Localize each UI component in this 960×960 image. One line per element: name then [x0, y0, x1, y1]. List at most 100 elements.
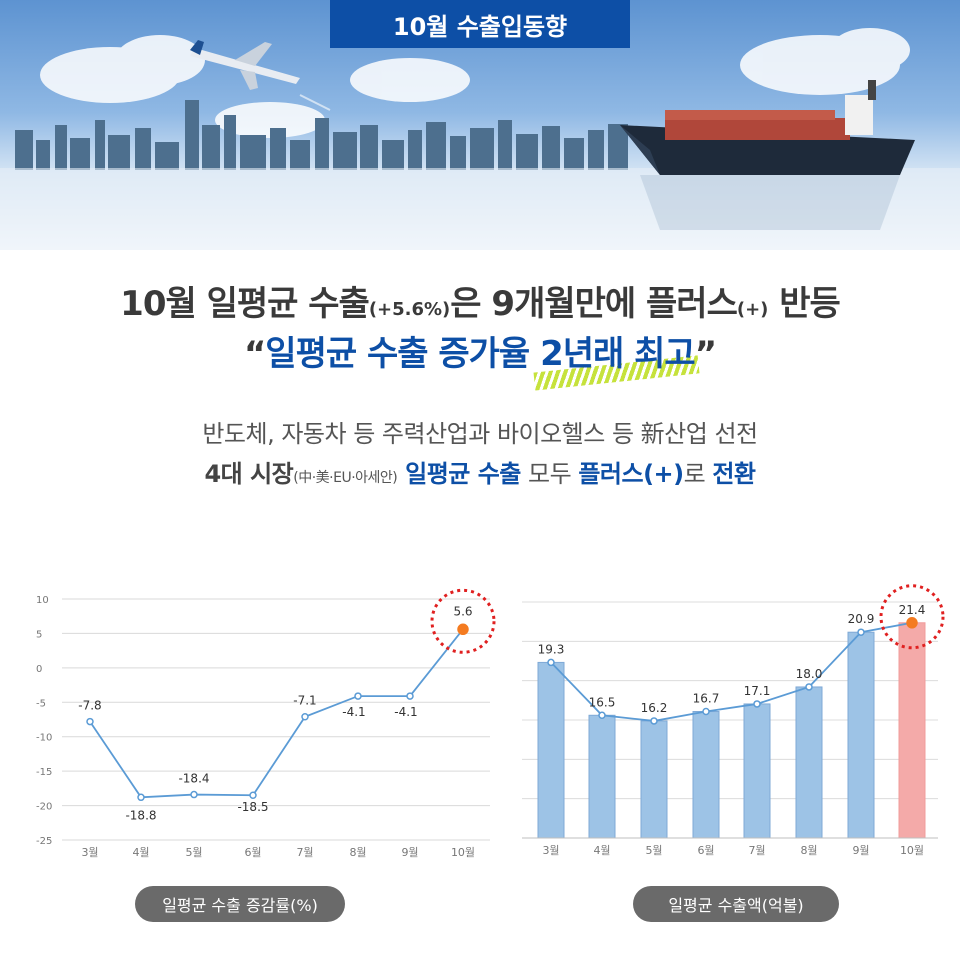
data-label: -4.1	[342, 705, 365, 719]
y-tick-label: -20	[36, 802, 52, 813]
headline-blue-text: 일평균 수출 증가율	[265, 334, 541, 374]
data-label: -7.8	[78, 699, 101, 713]
data-point	[753, 700, 761, 708]
data-point	[650, 717, 658, 725]
series-line	[89, 628, 464, 799]
bar	[795, 686, 823, 839]
growth-rate-chart-title: 일평균 수출 증감률(%)	[135, 886, 345, 922]
bar	[898, 622, 926, 839]
x-tick-label: 10월	[451, 846, 475, 859]
export-amount-chart-title: 일평균 수출액(억불)	[633, 886, 839, 922]
bar	[537, 661, 565, 839]
headline-text-e: 반등	[768, 284, 841, 324]
data-label: 5.6	[453, 604, 472, 618]
data-point	[805, 683, 813, 691]
airplane-icon	[190, 40, 331, 111]
x-tick-label: 3월	[542, 844, 559, 857]
bar	[743, 703, 771, 839]
y-tick-label: -15	[36, 767, 52, 778]
header-tab-title: 10월 수출입동향	[330, 0, 630, 48]
data-label: 18.0	[796, 667, 823, 681]
data-label: -18.4	[178, 772, 209, 786]
data-label: -7.1	[293, 694, 316, 708]
headline-line-2: “일평균 수출 증가율 2년래 최고”	[0, 332, 960, 376]
data-point	[547, 658, 555, 667]
data-label: 16.2	[641, 701, 668, 715]
x-tick-label: 6월	[697, 844, 714, 857]
headline-text-plus: (+)	[736, 299, 769, 320]
y-tick-label: 10	[36, 595, 49, 606]
x-tick-label: 9월	[852, 844, 869, 857]
subtitle: 반도체, 자동차 등 주력산업과 바이오헬스 등 新산업 선전 4대 시장(中·…	[0, 414, 960, 498]
data-label: -4.1	[394, 705, 417, 719]
data-label: 16.7	[693, 692, 720, 706]
headline-text-a: 10월 일평균 수출	[120, 284, 370, 324]
data-point	[598, 711, 606, 720]
x-tick-label: 7월	[296, 846, 313, 859]
subtitle-daily-export: 일평균 수출	[397, 460, 521, 488]
data-point	[354, 692, 362, 700]
headline-text-pct: (+5.6%)	[368, 299, 451, 320]
highlight-circle	[430, 588, 496, 654]
data-point	[702, 707, 710, 716]
data-label: 21.4	[899, 603, 926, 617]
growth-rate-line-chart: 10 5 0 -5 -10 -15 -20 -25 3월 4월 5월 6월 7월 8월 9월 10월 -7.8 -…	[0, 580, 500, 870]
x-tick-label: 7월	[748, 844, 765, 857]
x-tick-label: 8월	[800, 844, 817, 857]
subtitle-line-2: 4대 시장(中·美·EU·아세안) 일평균 수출 모두 플러스(+)로 전환	[0, 454, 960, 498]
y-tick-label: -5	[36, 698, 46, 709]
data-point	[86, 717, 94, 726]
quote-open: “	[243, 334, 266, 374]
x-tick-label: 5월	[645, 844, 662, 857]
y-tick-label: -10	[36, 733, 52, 744]
data-point	[137, 793, 145, 802]
data-point	[249, 791, 257, 799]
bar	[640, 720, 668, 839]
export-amount-chart-svg: 3월 4월 5월 6월 7월 8월 9월 10월 19.3 16.5 16.2 16.7 17.1 18.…	[522, 584, 945, 857]
subtitle-markets: 4대 시장	[204, 460, 294, 488]
subtitle-ro: 로	[683, 460, 713, 488]
bar	[847, 631, 875, 839]
data-label: 19.3	[538, 642, 565, 656]
data-point	[190, 790, 198, 799]
headline-line-1: 10월 일평균 수출(+5.6%)은 9개월만에 플러스(+) 반등	[0, 282, 960, 332]
y-tick-label: 0	[36, 664, 42, 675]
subtitle-plus: 플러스(+)	[578, 460, 684, 488]
quote-close: ”	[694, 334, 717, 374]
data-point	[301, 712, 309, 721]
data-point	[406, 692, 414, 700]
data-point	[906, 617, 918, 629]
x-tick-label: 5월	[185, 846, 202, 859]
city-skyline	[15, 100, 628, 170]
x-tick-label: 4월	[593, 844, 610, 857]
headline-highlight-text: 2년래 최고	[540, 334, 696, 374]
subtitle-line-1: 반도체, 자동차 등 주력산업과 바이오헬스 등 新산업 선전	[202, 420, 758, 448]
y-tick-label: 5	[36, 629, 42, 640]
data-label: -18.5	[237, 800, 268, 814]
data-label: 16.5	[589, 695, 616, 709]
bar	[588, 714, 616, 839]
data-label: 20.9	[848, 612, 875, 626]
data-point	[457, 623, 469, 636]
clouds	[40, 28, 910, 138]
skyline-ship-illustration	[0, 28, 960, 250]
headline-text-c: 은 9개월만에 플러스	[450, 284, 738, 324]
cargo-ship-icon	[620, 80, 915, 230]
x-tick-label: 6월	[244, 846, 261, 859]
x-tick-label: 4월	[132, 846, 149, 859]
x-tick-label: 9월	[401, 846, 418, 859]
subtitle-markets-list: (中·美·EU·아세안)	[293, 470, 398, 486]
x-tick-label: 8월	[349, 846, 366, 859]
data-point	[857, 628, 865, 636]
export-amount-bar-chart: 3월 4월 5월 6월 7월 8월 9월 10월 19.3 16.5 16.2 16.7 17.1 18.…	[500, 580, 960, 870]
y-tick-label: -25	[36, 836, 52, 847]
subtitle-turn: 전환	[712, 460, 756, 488]
growth-rate-chart-svg: 10 5 0 -5 -10 -15 -20 -25 3월 4월 5월 6월 7월 8월 9월 10월 -7.8 -…	[36, 588, 496, 859]
data-label: 17.1	[744, 684, 771, 698]
subtitle-all: 모두	[520, 460, 579, 488]
data-label: -18.8	[125, 808, 156, 822]
overlay-line	[550, 621, 913, 722]
headline: 10월 일평균 수출(+5.6%)은 9개월만에 플러스(+) 반등 “일평균 …	[0, 282, 960, 376]
x-tick-label: 10월	[900, 844, 924, 857]
x-tick-label: 3월	[81, 846, 98, 859]
